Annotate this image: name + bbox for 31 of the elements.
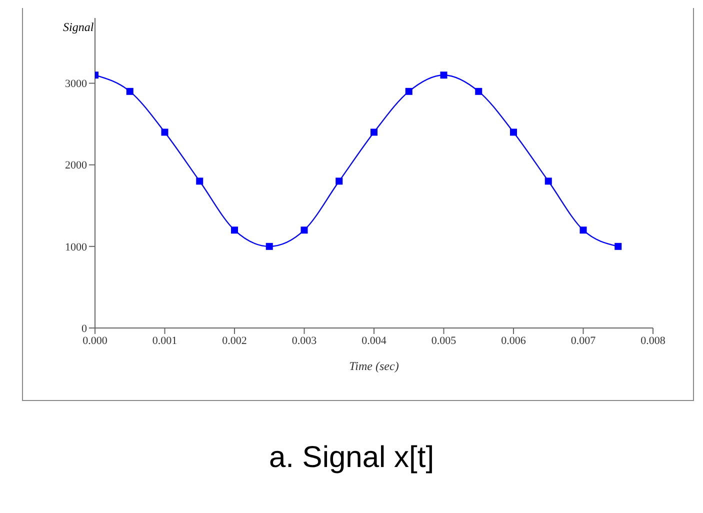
point: [510, 128, 517, 136]
x-tick-label: 0.002: [222, 334, 247, 347]
x-tick-label: 0.007: [570, 334, 596, 347]
point: [231, 226, 238, 234]
x-tick-label: 0.003: [292, 334, 318, 347]
y-tick-label: 1000: [65, 241, 88, 254]
x-tick-label: 0.004: [362, 334, 387, 347]
x-tick-label: 0.008: [640, 334, 666, 347]
point: [544, 178, 552, 185]
x-tick-label: 0.005: [431, 334, 457, 347]
y-tick-label: 2000: [65, 160, 88, 172]
point: [580, 226, 587, 234]
point: [196, 178, 204, 185]
y-axis-title: Signal: [63, 20, 94, 35]
point: [161, 128, 168, 136]
point: [475, 88, 482, 95]
point: [614, 242, 622, 250]
point: [440, 72, 448, 79]
point: [370, 128, 378, 136]
point: [405, 88, 412, 95]
point: [266, 242, 273, 250]
x-tick-label: 0.006: [501, 334, 526, 347]
x-axis-title: Time (sec): [349, 359, 399, 373]
y-tick-label: 0: [82, 322, 88, 335]
y-tick-label: 3000: [65, 78, 88, 90]
point: [126, 88, 134, 95]
text: a. Signal x[t]: [268, 441, 436, 475]
x-tick-label: 0.000: [82, 334, 108, 347]
point: [336, 178, 343, 185]
point: [300, 226, 308, 234]
x-tick-label: 0.001: [152, 334, 178, 347]
